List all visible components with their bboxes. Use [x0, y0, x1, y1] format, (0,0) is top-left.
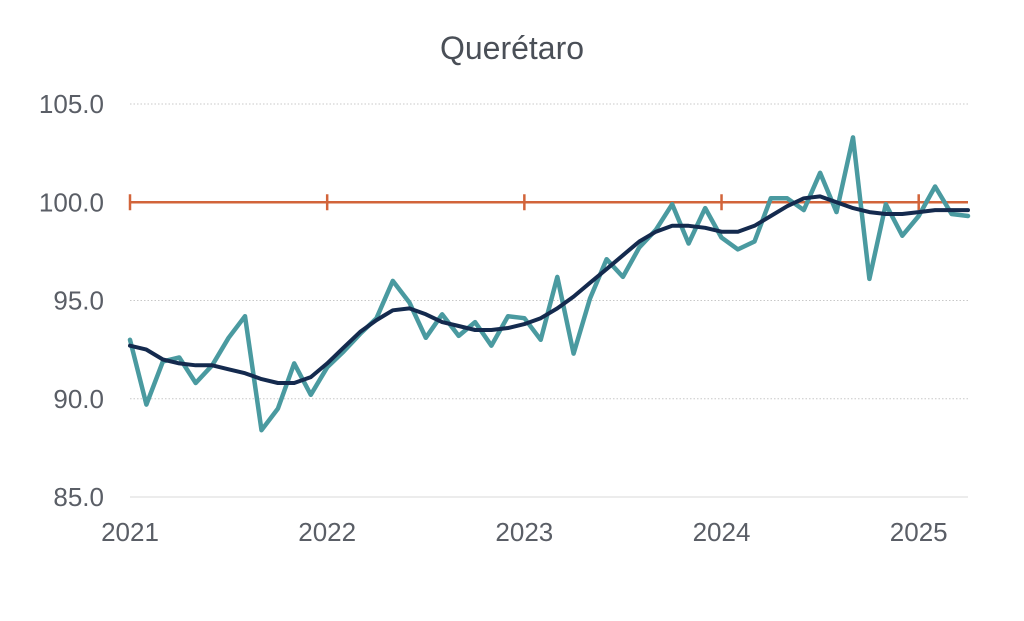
y-tick-label: 95.0: [53, 286, 104, 316]
chart-title: Querétaro: [439, 30, 585, 66]
x-tick-label: 2025: [890, 517, 948, 547]
x-tick-label: 2023: [495, 517, 553, 547]
series-line-trend: [128, 194, 970, 385]
x-tick-label: 2021: [101, 517, 159, 547]
y-tick-label: 105.0: [39, 89, 104, 119]
y-tick-label: 90.0: [53, 384, 104, 414]
y-tick-label: 100.0: [39, 187, 104, 217]
series-line-monthly: [127, 135, 971, 433]
y-tick-label: 85.0: [53, 482, 104, 512]
x-tick-label: 2024: [693, 517, 751, 547]
x-tick-label: 2022: [298, 517, 356, 547]
